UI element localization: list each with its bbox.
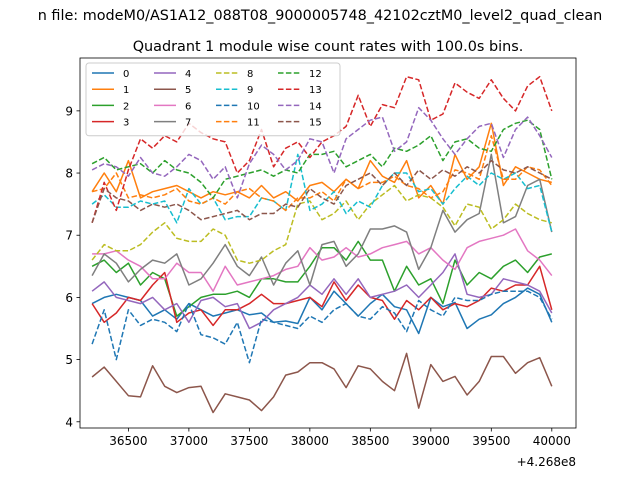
- x-tick-label: 39500: [472, 434, 510, 448]
- legend-label-5: 5: [185, 85, 191, 96]
- series-line-15: [91, 159, 553, 224]
- series-layer: [91, 75, 553, 414]
- series-line-6: [92, 228, 553, 292]
- y-tick-label: 6: [65, 291, 73, 305]
- legend-frame: [85, 62, 341, 137]
- legend-label-8: 8: [247, 69, 253, 80]
- series-line-8: [91, 184, 552, 264]
- legend-label-9: 9: [247, 85, 253, 96]
- x-tick-label: 38000: [291, 434, 329, 448]
- legend-label-6: 6: [185, 101, 191, 112]
- x-offset-label: +4.268e8: [517, 455, 576, 469]
- legend-label-7: 7: [185, 118, 191, 129]
- legend-label-12: 12: [309, 69, 322, 80]
- series-line-13: [91, 75, 553, 224]
- series-line-9: [91, 153, 553, 233]
- y-tick-label: 5: [65, 353, 73, 367]
- legend-label-10: 10: [247, 101, 260, 112]
- legend-label-0: 0: [123, 69, 129, 80]
- x-tick-label: 39000: [412, 434, 450, 448]
- legend-label-2: 2: [123, 101, 129, 112]
- x-tick-label: 36500: [109, 434, 147, 448]
- y-tick-label: 9: [65, 104, 73, 118]
- series-line-12: [91, 119, 553, 199]
- series-line-7: [91, 153, 553, 286]
- y-tick-label: 4: [65, 415, 73, 429]
- chart-title: Quadrant 1 module wise count rates with …: [133, 39, 524, 55]
- y-tick-label: 7: [65, 229, 73, 243]
- series-line-3: [91, 265, 553, 327]
- series-line-10: [91, 290, 553, 364]
- series-line-5: [91, 352, 553, 414]
- series-line-4: [91, 253, 553, 330]
- legend-label-4: 4: [185, 69, 191, 80]
- series-line-0: [91, 287, 553, 335]
- series-line-14: [91, 106, 553, 199]
- legend-label-3: 3: [123, 118, 129, 129]
- y-tick-label: 8: [65, 167, 73, 181]
- legend-label-11: 11: [247, 118, 260, 129]
- x-tick-label: 37000: [170, 434, 208, 448]
- x-tick-label: 38500: [351, 434, 389, 448]
- legend-label-14: 14: [309, 101, 322, 112]
- legend-label-13: 13: [309, 85, 322, 96]
- axes-layer: 36500 37000 37500 38000 38500 39000 39500 40000…: [65, 57, 577, 448]
- x-tick-label: 37500: [230, 434, 268, 448]
- legend-label-1: 1: [123, 85, 129, 96]
- legend-label-15: 15: [309, 118, 322, 129]
- axes-frame: [79, 57, 577, 429]
- x-tick-label: 40000: [533, 434, 571, 448]
- figure-suptitle: n file: modeM0/AS1A12_088T08_9000005748_…: [38, 8, 603, 24]
